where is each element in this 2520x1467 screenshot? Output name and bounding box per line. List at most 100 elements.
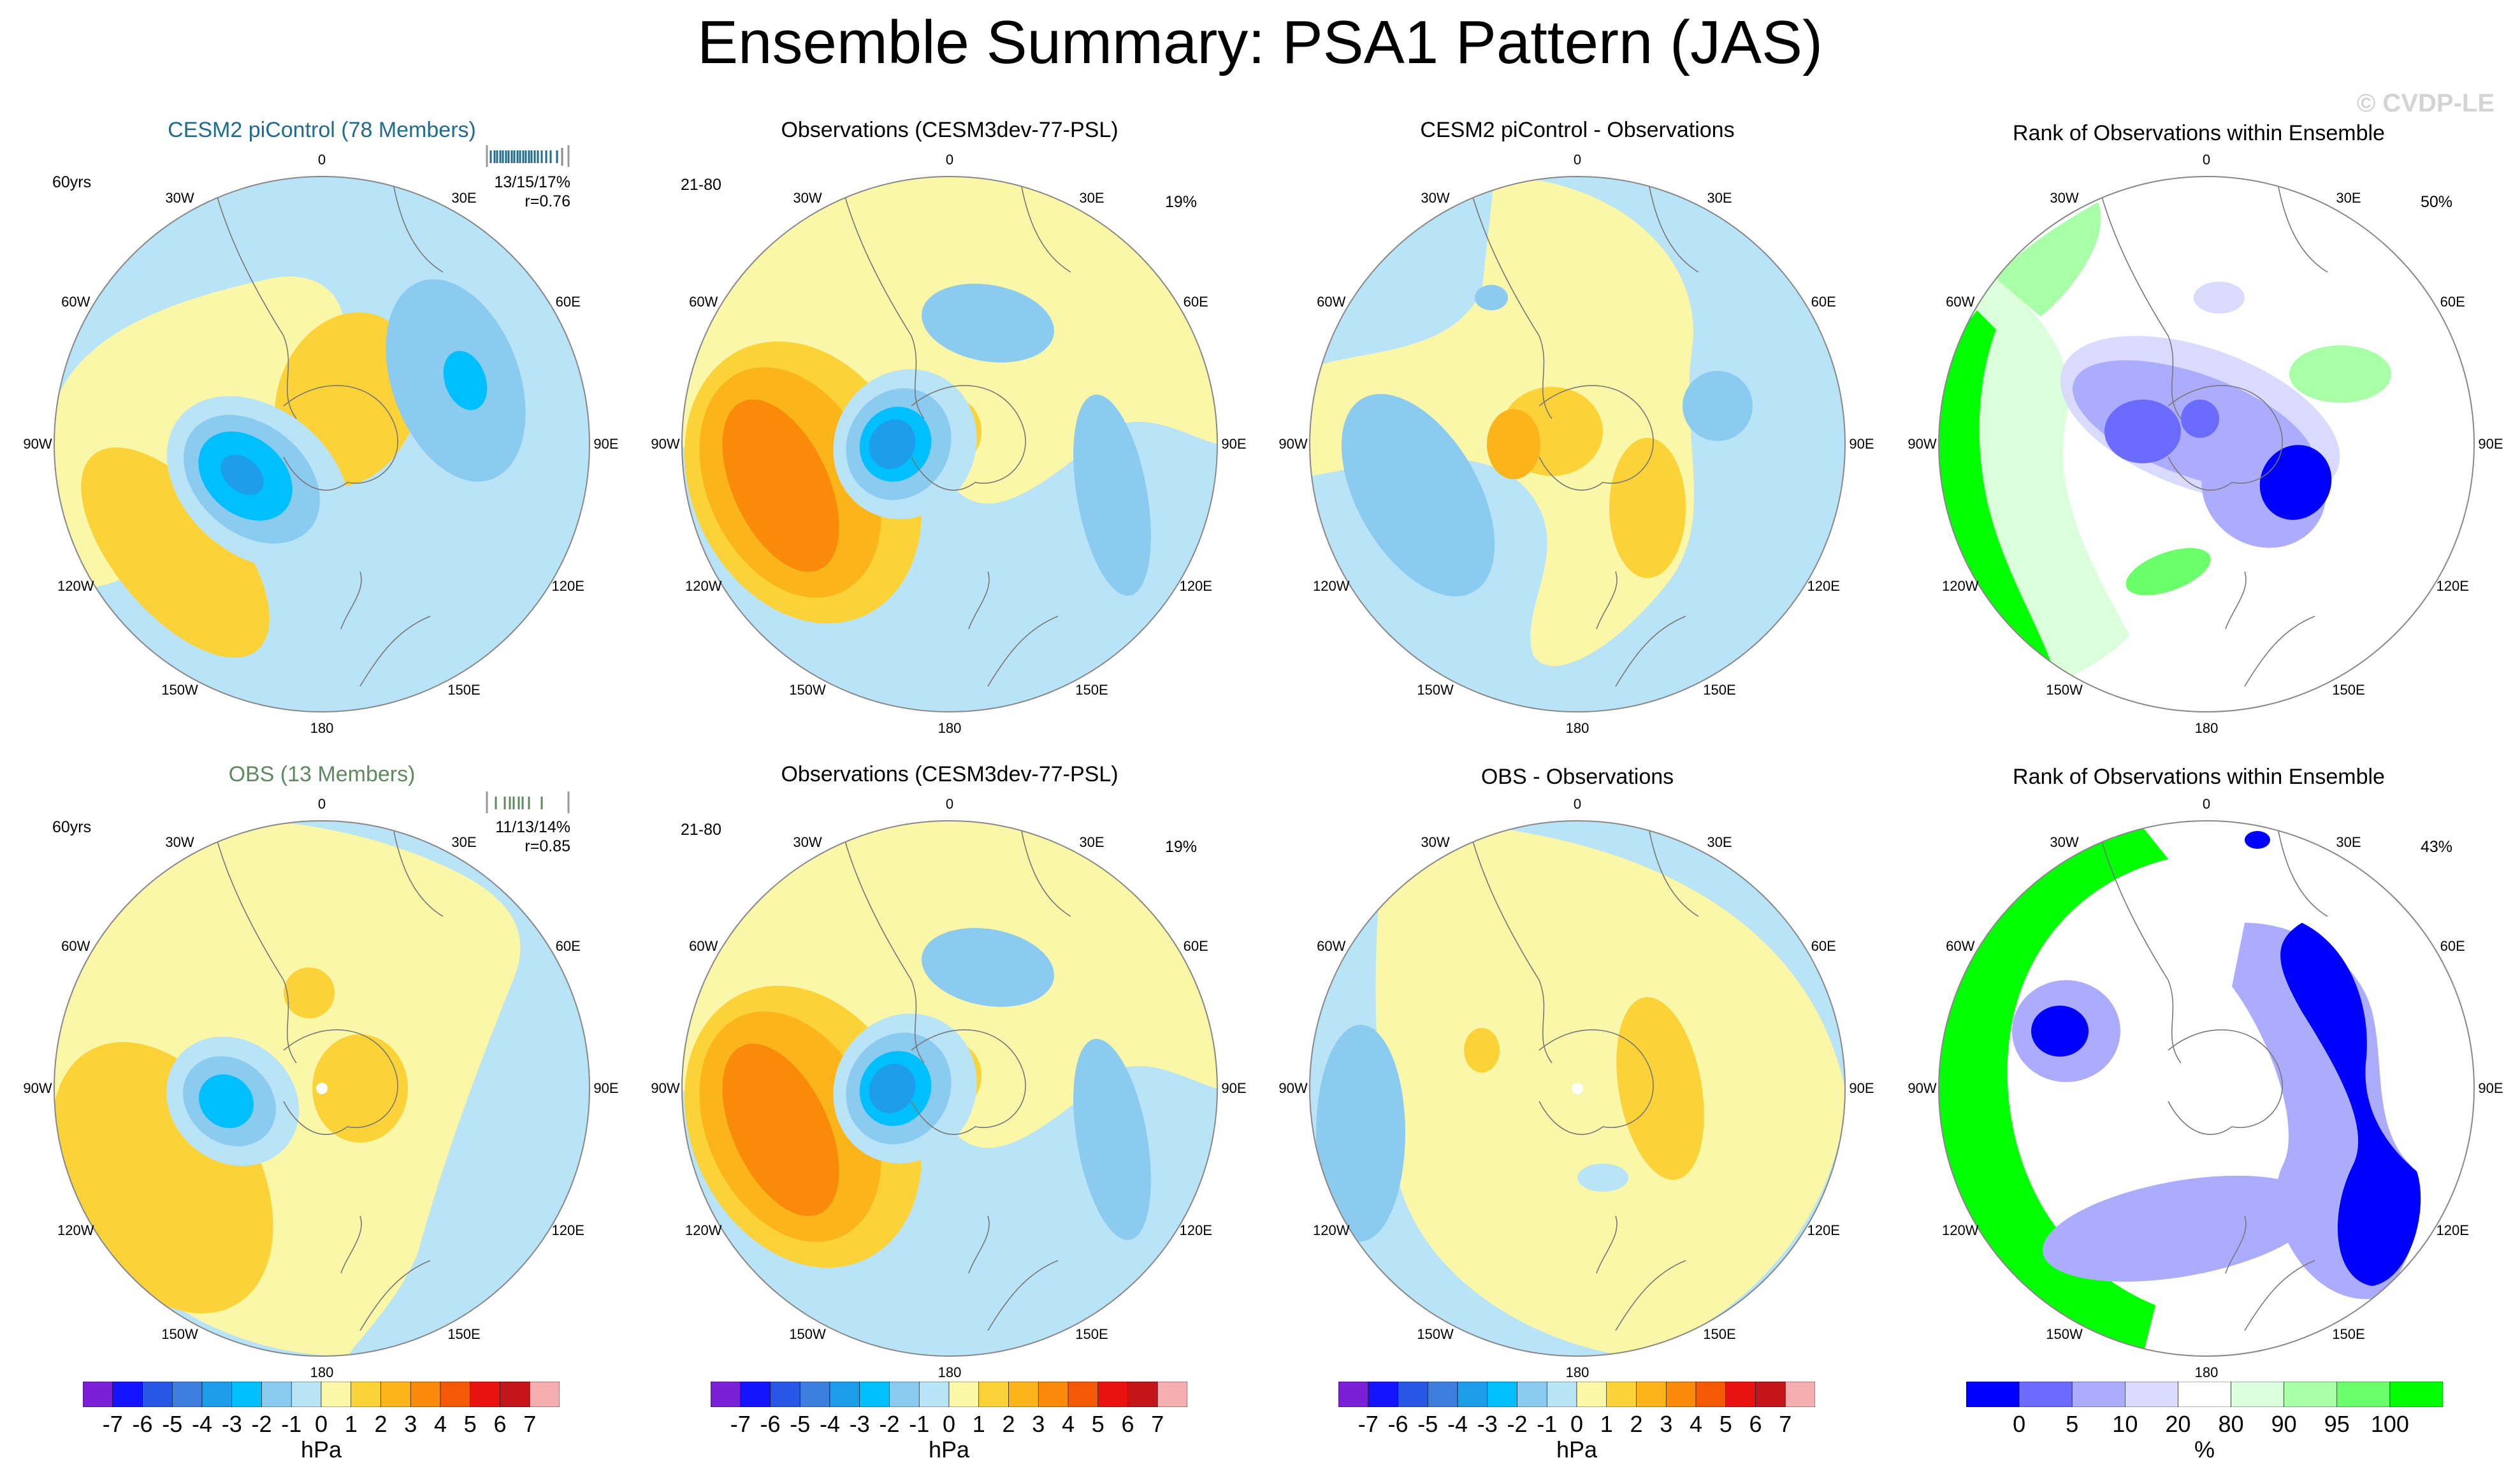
colorbar-label: -7 — [730, 1411, 751, 1437]
lon-label-r2c1-180: 180 — [310, 1364, 334, 1380]
colorbar-swatch — [2018, 1382, 2073, 1407]
lon-label-r1c1-60E: 60E — [555, 294, 581, 310]
lon-label-r2c1-30E: 30E — [451, 834, 477, 850]
lon-label-r1c1-90W: 90W — [23, 436, 52, 452]
colorbar-label: 0 — [314, 1411, 328, 1437]
colorbar-label: 10 — [2112, 1411, 2138, 1437]
lon-label-r2c3-0: 0 — [1573, 796, 1582, 812]
neg-anomaly — [869, 1064, 916, 1113]
lon-label-r2c1-150W: 150W — [161, 1326, 198, 1343]
map-r2c3 — [1309, 820, 1846, 1357]
lon-label-r1c1-30W: 30W — [165, 189, 194, 206]
colorbar-swatch — [470, 1382, 500, 1407]
panel-title-r1c4: Rank of Observations within Ensemble — [2013, 121, 2385, 145]
lon-label-r1c2-90W: 90W — [651, 436, 680, 452]
colorbar-swatch — [321, 1382, 352, 1407]
colorbar-swatch — [889, 1382, 920, 1407]
colorbar-label: 6 — [1749, 1411, 1762, 1437]
coastlines — [841, 177, 1071, 687]
colorbar-swatch — [1368, 1382, 1398, 1407]
colorbar-swatch — [1755, 1382, 1786, 1407]
colorbar-swatch — [1008, 1382, 1039, 1407]
lon-label-r1c3-180: 180 — [1565, 720, 1589, 736]
lon-label-r1c3-90W: 90W — [1278, 436, 1308, 452]
neg-anomaly — [922, 928, 1054, 1007]
colorbar-label: -5 — [790, 1411, 811, 1437]
pole-hole — [1572, 1083, 1583, 1094]
lon-label-r1c1-90E: 90E — [593, 436, 619, 452]
colorbar-swatch — [1068, 1382, 1099, 1407]
lon-label-r2c4-90E: 90E — [2478, 1080, 2503, 1096]
lon-label-r2c3-30W: 30W — [1421, 834, 1450, 850]
colorbar-swatch — [2336, 1382, 2391, 1407]
colorbar-hpa — [1338, 1382, 1815, 1407]
colorbar-unit: % — [2194, 1436, 2215, 1463]
lon-label-r1c4-30E: 30E — [2336, 189, 2361, 206]
colorbar-swatch — [529, 1382, 560, 1407]
pos-anomaly — [1464, 1028, 1500, 1073]
colorbar-swatch — [171, 1382, 203, 1407]
lon-label-r2c2-120E: 120E — [1179, 1222, 1212, 1238]
coastlines — [2097, 821, 2328, 1331]
neg-anomaly — [1316, 1025, 1405, 1241]
colorbar-swatch — [948, 1382, 980, 1407]
colorbar-swatch — [1546, 1382, 1577, 1407]
colorbar-swatch — [770, 1382, 800, 1407]
lon-label-r2c2-60E: 60E — [1183, 938, 1208, 954]
lon-label-r1c4-60E: 60E — [2440, 294, 2465, 310]
colorbar-label: 90 — [2271, 1411, 2297, 1437]
lon-label-r2c3-30E: 30E — [1707, 834, 1732, 850]
lon-label-r1c3-90E: 90E — [1849, 436, 1874, 452]
colorbar-swatch — [740, 1382, 771, 1407]
colorbar-label: 4 — [1061, 1411, 1075, 1437]
lon-label-r2c3-150W: 150W — [1417, 1326, 1454, 1343]
map-border — [1938, 820, 2475, 1357]
pos-anomaly — [1616, 997, 1704, 1180]
r1c2-right-note: 19% — [1165, 193, 1198, 211]
colorbar-swatch — [1127, 1382, 1158, 1407]
colorbar-swatch — [1398, 1382, 1428, 1407]
colorbar-label: -4 — [819, 1411, 841, 1437]
colorbar-swatch — [2284, 1382, 2338, 1407]
colorbar-swatch — [1038, 1382, 1069, 1407]
colorbar-label: 7 — [523, 1411, 537, 1437]
rank-region — [2181, 400, 2219, 438]
coastlines — [1468, 821, 1699, 1331]
lon-label-r2c1-30W: 30W — [165, 834, 194, 850]
lon-label-r1c1-150W: 150W — [161, 682, 198, 698]
lon-label-r2c3-180: 180 — [1565, 1364, 1589, 1380]
r2c2-left-note: 21-80 — [681, 821, 721, 839]
rank-region — [2104, 400, 2181, 463]
lon-label-r1c3-150W: 150W — [1417, 682, 1454, 698]
lon-label-r1c2-150W: 150W — [789, 682, 826, 698]
lon-label-r2c2-90W: 90W — [651, 1080, 680, 1096]
lon-label-r2c4-0: 0 — [2202, 796, 2211, 812]
neg-anomaly — [443, 350, 488, 410]
lon-label-r2c1-150E: 150E — [447, 1326, 481, 1343]
colorbar-label: 2 — [374, 1411, 387, 1437]
main-title: Ensemble Summary: PSA1 Pattern (JAS) — [697, 8, 1823, 76]
map-r2c2 — [681, 820, 1218, 1357]
neg-anomaly — [922, 284, 1054, 363]
neg-anomaly — [1577, 1164, 1628, 1192]
colorbar-rank — [1966, 1382, 2443, 1407]
colorbar-swatch — [1097, 1382, 1128, 1407]
colorbar-swatch — [2178, 1382, 2231, 1407]
lon-label-r2c3-150E: 150E — [1703, 1326, 1736, 1343]
map-border — [681, 820, 1218, 1357]
lon-label-r1c2-90E: 90E — [1221, 436, 1247, 452]
colorbar-swatch — [2231, 1382, 2284, 1407]
panel-title-r2c4: Rank of Observations within Ensemble — [2013, 765, 2385, 789]
colorbar-swatch — [859, 1382, 890, 1407]
lon-label-r2c2-60W: 60W — [689, 938, 718, 954]
panel-title-r1c1: CESM2 piControl (78 Members) — [168, 118, 476, 142]
lon-label-r1c4-90E: 90E — [2478, 436, 2503, 452]
colorbar-swatch — [142, 1382, 173, 1407]
neg-anomaly — [1475, 285, 1508, 310]
r1c4-right-note: 50% — [2421, 193, 2453, 211]
neg-anomaly — [1073, 1039, 1151, 1240]
lon-label-r2c1-60W: 60W — [61, 938, 91, 954]
colorbar-swatch — [83, 1382, 113, 1407]
colorbar-swatch — [1725, 1382, 1756, 1407]
lon-label-r1c3-120W: 120W — [1313, 578, 1350, 594]
